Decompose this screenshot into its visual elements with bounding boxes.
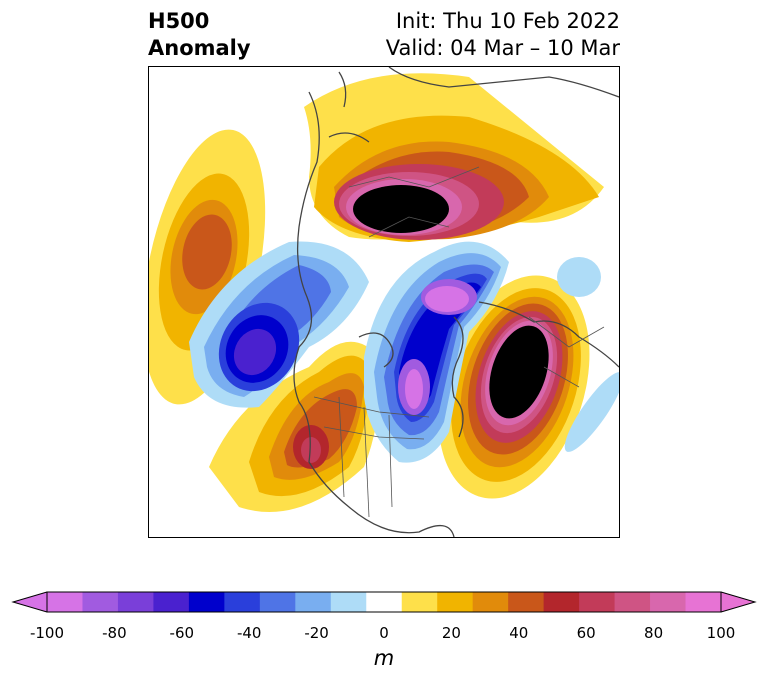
colorbar-outline-high [720, 591, 757, 613]
colorbar-tick-label: 100 [706, 624, 736, 642]
coastlines [293, 67, 619, 537]
colorbar-tick-label: -40 [236, 624, 262, 642]
contour-m10-east [564, 372, 619, 452]
contour-m60 [233, 328, 277, 376]
title-field: Anomaly [148, 36, 251, 60]
valid-range: Valid: 04 Mar – 10 Mar [385, 36, 620, 60]
map-canvas [149, 67, 619, 537]
colorbar-tick-label: 0 [379, 624, 389, 642]
colorbar-units: m [373, 646, 395, 670]
colorbar-tick-label: -100 [29, 624, 65, 642]
anomaly-map [148, 66, 620, 538]
colorbar-boxes [47, 592, 722, 612]
colorbar-box [330, 592, 367, 612]
colorbar-box [579, 592, 616, 612]
colorbar-tick-label: 60 [576, 624, 596, 642]
colorbar-box [685, 592, 722, 612]
colorbar-box [188, 592, 225, 612]
contour-50 [182, 214, 232, 290]
colorbar-box [224, 592, 261, 612]
colorbar-tick-label: 40 [509, 624, 529, 642]
title-variable: H500 [148, 9, 210, 33]
colorbar-tick-label: -60 [169, 624, 195, 642]
contour-m100-south [405, 369, 423, 409]
colorbar-tick-label: -80 [102, 624, 127, 642]
title-left: H500 Anomaly [148, 8, 251, 62]
colorbar-box [366, 592, 403, 612]
colorbar-extend-low [13, 592, 47, 612]
colorbar-box [401, 592, 438, 612]
colorbar-box [650, 592, 687, 612]
colorbar-box [295, 592, 332, 612]
anomaly-center-east-atlantic [557, 257, 619, 452]
colorbar-tick-label: 20 [441, 624, 461, 642]
colorbar-outline [46, 591, 722, 613]
anomaly-center-north-atlantic [438, 275, 590, 499]
anomaly-center-western-us [209, 341, 380, 512]
contour-100 [353, 185, 449, 233]
colorbar [11, 591, 757, 613]
init-date: Init: Thu 10 Feb 2022 [395, 9, 620, 33]
colorbar-box [472, 592, 509, 612]
anomaly-center-east-pacific [189, 241, 369, 408]
colorbar-box [117, 592, 154, 612]
colorbar-box [259, 592, 296, 612]
colorbar-box [508, 592, 545, 612]
political-boundaries [313, 166, 605, 518]
colorbar-box [82, 592, 119, 612]
colorbar-box [47, 592, 83, 612]
contour-m100 [425, 286, 469, 312]
anomaly-center-hudson-bay [364, 241, 509, 463]
colorbar-box [153, 592, 190, 612]
contour-m10-ne [557, 257, 601, 297]
colorbar-box [437, 592, 474, 612]
colorbar-outline-low [11, 591, 48, 613]
contour-100 [489, 325, 549, 419]
colorbar-tick-label: -20 [304, 624, 329, 642]
title-right: Init: Thu 10 Feb 2022 Valid: 04 Mar – 10… [386, 8, 620, 62]
colorbar-box [543, 592, 580, 612]
colorbar-extend-high [721, 592, 755, 612]
anomaly-center-greenland [304, 73, 604, 242]
colorbar-box [614, 592, 651, 612]
contour-70 [301, 437, 321, 463]
colorbar-tick-label: 80 [644, 624, 664, 642]
